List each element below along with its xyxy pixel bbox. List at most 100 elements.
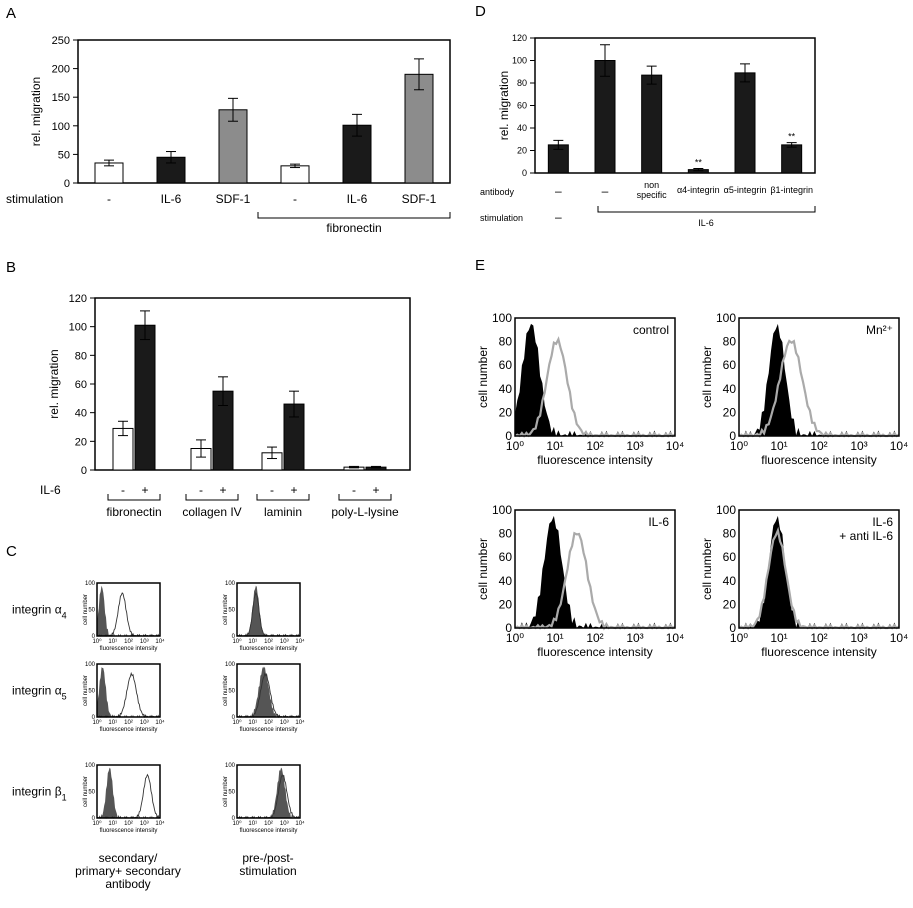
x-tick-0-0: 10⁰: [506, 439, 524, 453]
y-tick-r0-c0-0: 0: [92, 634, 96, 640]
stimulation-label: stimulation: [480, 213, 523, 223]
integrin-subscript-0: 4: [62, 611, 67, 621]
x-tick-3-3: 10³: [850, 631, 867, 645]
pair-plus-1: +: [219, 483, 226, 497]
hist-fill-r2-c0: [97, 767, 160, 818]
bracket-label: fibronectin: [326, 221, 381, 235]
hist-frame-3: [738, 509, 900, 629]
x-tick-r0-c0-2: 10²: [124, 639, 133, 645]
category-label-3: -: [293, 192, 297, 206]
y-label-r0-c1: cell number: [223, 594, 229, 625]
x-label-0: fluorescence intensity: [537, 453, 652, 467]
row-label-stimulation: stimulation: [6, 192, 63, 206]
x-tick-2-1: 10¹: [546, 631, 563, 645]
y-tick-r1-c1-1: 50: [228, 689, 235, 695]
y-tick-0-3: 60: [499, 358, 513, 372]
hist-fill-r1-c0: [97, 667, 160, 717]
category-label-2: non: [644, 180, 659, 190]
x-tick-r1-c0-2: 10²: [124, 720, 133, 726]
y-tick-label-250: 250: [52, 35, 70, 47]
y-tick-2-2: 40: [499, 574, 513, 588]
bar-2: [641, 74, 663, 174]
y-label-0: cell number: [476, 346, 490, 408]
hist-frame-0: [514, 317, 676, 437]
hist-fill-r0-c0: [97, 585, 160, 636]
y-label-r1-c0: cell number: [83, 675, 89, 706]
y-tick-label-100: 100: [69, 322, 87, 334]
x-tick-r1-c1-0: 10⁰: [232, 719, 242, 726]
y-tick-3-5: 100: [716, 503, 736, 517]
hist-frame-2: [514, 509, 676, 629]
y-tick-1-1: 20: [723, 405, 737, 419]
x-label-r2-c0: fluorescence intensity: [100, 828, 158, 834]
hist-frame-r1-c1: [236, 663, 301, 718]
y-tick-r1-c1-2: 100: [225, 662, 236, 668]
x-tick-2-0: 10⁰: [506, 631, 524, 645]
x-tick-r2-c1-1: 10¹: [248, 821, 257, 827]
y-tick-2-3: 60: [499, 550, 513, 564]
y-tick-2-0: 0: [505, 621, 512, 635]
x-tick-1-3: 10³: [850, 439, 867, 453]
y-tick-label-100: 100: [512, 56, 527, 66]
x-tick-0-4: 10⁴: [666, 439, 685, 453]
y-tick-label-80: 80: [517, 78, 527, 88]
panel-letter-b: B: [6, 259, 16, 276]
integrin-row-label-2: integrin β1: [12, 785, 67, 803]
col2-caption-0: pre-/post-: [242, 851, 293, 865]
significance-3: **: [695, 158, 703, 168]
col1-caption-0: secondary/: [99, 851, 158, 865]
panel-letter-c: C: [6, 543, 17, 560]
x-tick-3-0: 10⁰: [730, 631, 748, 645]
x-label-3: fluorescence intensity: [761, 645, 876, 659]
annotation-note-3: + anti IL-6: [839, 529, 893, 543]
x-tick-2-3: 10³: [626, 631, 643, 645]
category-label-4: IL-6: [347, 192, 368, 206]
pair-plus-0: +: [141, 483, 148, 497]
pair-minus-3: -: [352, 483, 356, 497]
y-tick-label-0: 0: [81, 465, 87, 477]
x-tick-2-4: 10⁴: [666, 631, 685, 645]
hist-fill-r0-c1: [237, 585, 300, 636]
x-tick-r0-c1-3: 10³: [280, 639, 289, 645]
x-label-r2-c1: fluorescence intensity: [240, 828, 298, 834]
integrin-subscript-1: 5: [62, 692, 67, 702]
category-label-0: -: [107, 192, 111, 206]
x-tick-r1-c1-4: 10⁴: [295, 719, 305, 726]
plot-frame: [77, 39, 451, 184]
y-tick-r1-c1-0: 0: [232, 715, 236, 721]
annotation-3: IL-6: [872, 515, 893, 529]
x-tick-r1-c1-2: 10²: [264, 720, 273, 726]
y-tick-r0-c1-0: 0: [232, 634, 236, 640]
y-tick-3-0: 0: [729, 621, 736, 635]
group-brace-0: [107, 494, 161, 501]
x-tick-r0-c0-0: 10⁰: [92, 638, 102, 645]
hist-fill-2: [515, 515, 675, 628]
category-label-1: IL-6: [161, 192, 182, 206]
col1-caption-2: antibody: [105, 877, 150, 891]
y-tick-1-0: 0: [729, 429, 736, 443]
y-tick-2-4: 80: [499, 527, 513, 541]
y-tick-label-120: 120: [512, 33, 527, 43]
y-tick-label-120: 120: [69, 293, 87, 305]
y-tick-3-3: 60: [723, 550, 737, 564]
y-tick-r0-c1-2: 100: [225, 581, 236, 587]
y-tick-r2-c0-1: 50: [88, 790, 95, 796]
x-tick-r0-c0-4: 10⁴: [155, 638, 165, 645]
pair-plus-2: +: [290, 483, 297, 497]
y-tick-0-0: 0: [505, 429, 512, 443]
y-tick-r0-c0-1: 50: [88, 608, 95, 614]
y-label-2: cell number: [476, 538, 490, 600]
y-tick-label-20: 20: [75, 436, 87, 448]
category-label-2: SDF-1: [216, 192, 251, 206]
significance-5: **: [788, 132, 796, 142]
y-tick-r2-c0-0: 0: [92, 816, 96, 822]
panel-b-bar-chart: 0 20 40 60 80 100 120 rel. migration IL-6 - + fibro…: [40, 293, 411, 519]
bar-plus-0: [134, 324, 156, 471]
category-label-0: –: [555, 184, 562, 198]
x-tick-r2-c1-4: 10⁴: [295, 820, 305, 827]
y-tick-r0-c0-2: 100: [85, 581, 96, 587]
bar-1: [594, 60, 616, 174]
y-tick-r2-c1-1: 50: [228, 790, 235, 796]
x-label-r1-c0: fluorescence intensity: [100, 727, 158, 733]
x-tick-3-2: 10²: [810, 631, 827, 645]
